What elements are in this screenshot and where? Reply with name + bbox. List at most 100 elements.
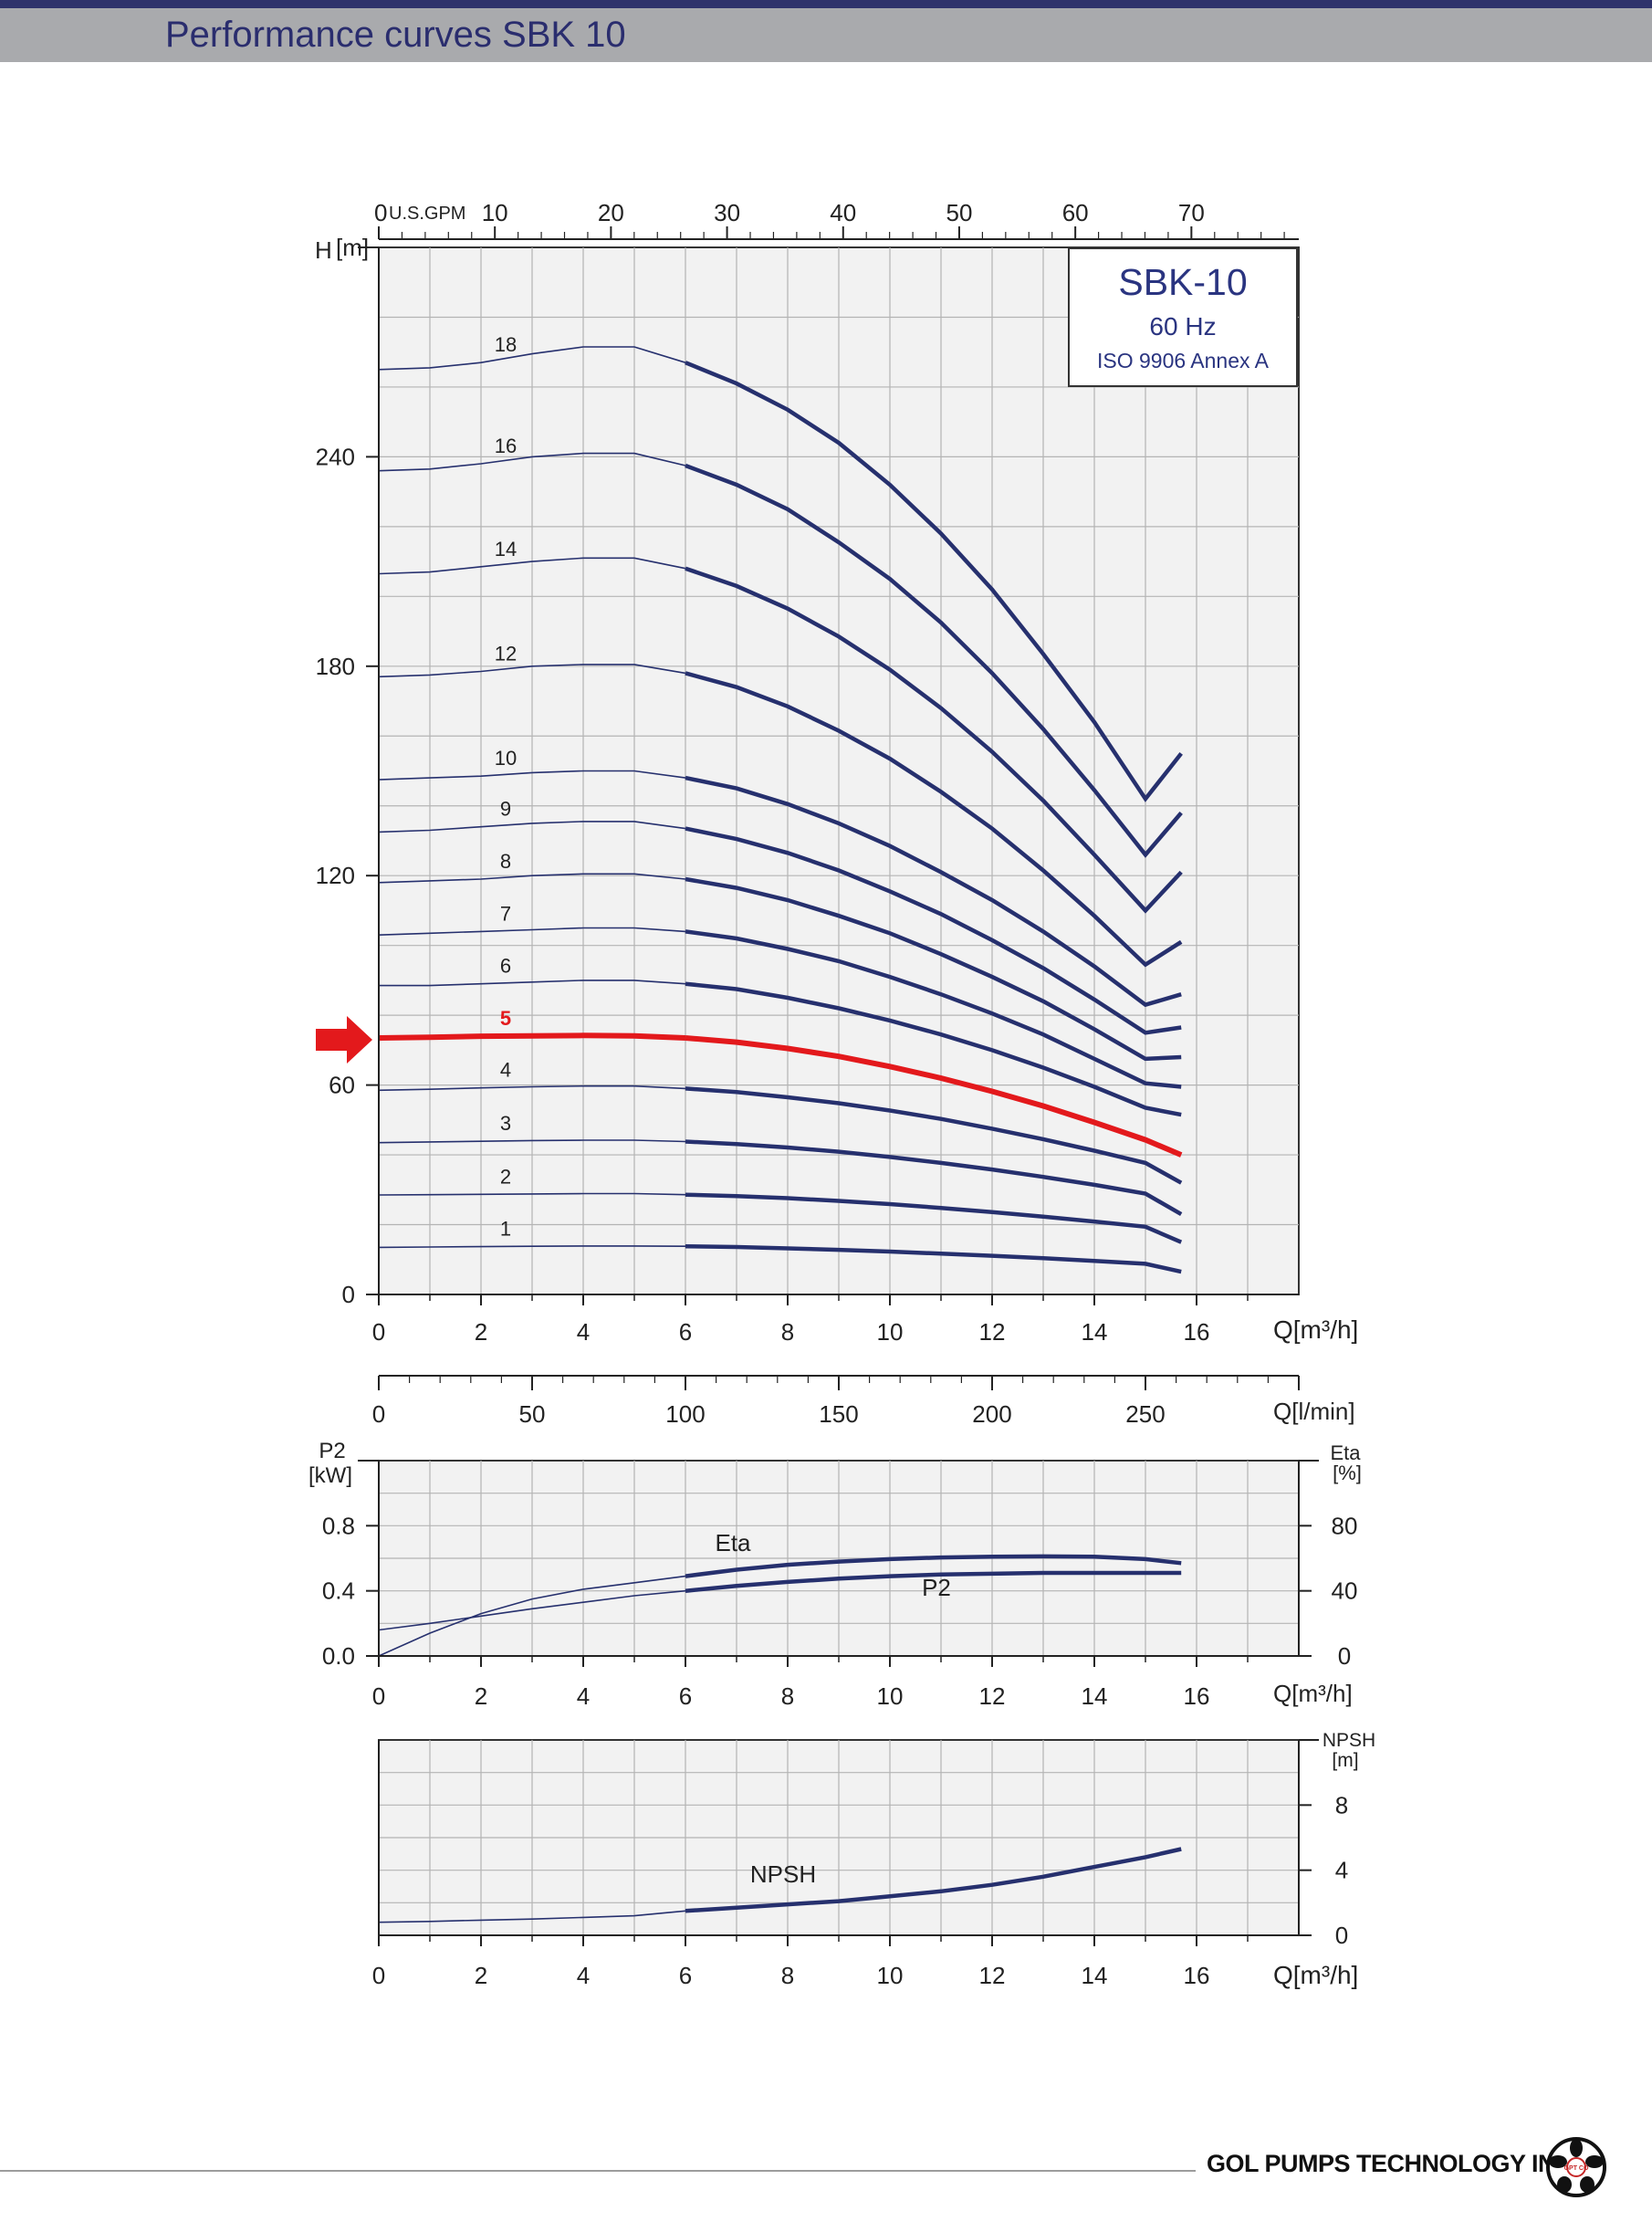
curve-npsh — [685, 1847, 1182, 1913]
logo-text: GPT CO — [1564, 2165, 1589, 2172]
head-curve-stage-10 — [685, 775, 1182, 1008]
head-curve-stage-6 — [685, 981, 1182, 1117]
x-tick-label: 0 — [372, 1962, 385, 1989]
lmin-tick-label: 250 — [1125, 1400, 1165, 1428]
y-tick-label: 0 — [342, 1281, 355, 1308]
x-tick-label: 12 — [979, 1682, 1006, 1710]
lmin-tick-label: 200 — [972, 1400, 1011, 1428]
head-curve-stage-7 — [685, 929, 1182, 1089]
p2-curve-label: P2 — [922, 1574, 951, 1601]
x-tick-label: 14 — [1082, 1962, 1108, 1989]
head-curve-stage-10-thin — [379, 770, 686, 781]
eta-tick-label: 0 — [1338, 1642, 1351, 1670]
stage-label: 14 — [495, 538, 517, 561]
head-curve-stage-8 — [685, 876, 1182, 1062]
y-tick-label: 120 — [316, 862, 355, 889]
head-curve-stage-4 — [685, 1086, 1183, 1185]
head-curve-stage-5 — [685, 1035, 1183, 1158]
eta-tick-label: 40 — [1332, 1577, 1358, 1605]
head-curve-stage-2-thin — [379, 1192, 686, 1196]
head-curve-stage-2 — [685, 1192, 1183, 1244]
x-tick-label: 16 — [1184, 1962, 1210, 1989]
head-curve-stage-9 — [685, 826, 1182, 1035]
gpm-tick-label: 0 — [374, 199, 387, 226]
lmin-tick-label: 0 — [372, 1400, 385, 1428]
stage-label: 10 — [495, 747, 517, 770]
stage-label: 2 — [500, 1165, 511, 1188]
y-tick-label: 240 — [316, 443, 355, 470]
p2-axis-label: P2 — [319, 1439, 345, 1463]
x-tick-label: 14 — [1082, 1682, 1108, 1710]
head-curve-stage-7-thin — [379, 927, 686, 936]
highlight-arrow-icon — [316, 1016, 372, 1064]
npsh-tick-label: 4 — [1335, 1857, 1348, 1884]
head-curve-stage-12-thin — [379, 664, 686, 678]
stage-label: 16 — [495, 435, 517, 457]
page-title: Performance curves SBK 10 — [165, 15, 626, 55]
curve-p2 — [685, 1570, 1182, 1593]
gpm-tick-label: 60 — [1062, 199, 1089, 226]
head-curve-stage-3 — [685, 1139, 1183, 1217]
stage-label: 4 — [500, 1059, 511, 1082]
npsh-axis-label: NPSH — [1323, 1730, 1375, 1751]
stage-label: 7 — [500, 902, 511, 925]
curve-eta — [685, 1554, 1182, 1578]
x-axis-label: Q[m³/h] — [1273, 1961, 1358, 1989]
head-curve-stage-3-thin — [379, 1139, 686, 1144]
legend-frequency: 60 Hz — [1149, 312, 1216, 341]
x-tick-label: 16 — [1184, 1318, 1210, 1346]
x-tick-label: 0 — [372, 1318, 385, 1346]
stage-label: 8 — [500, 850, 511, 873]
head-curve-stage-16-thin — [379, 452, 686, 472]
x-tick-label: 4 — [577, 1318, 590, 1346]
legend-standard: ISO 9906 Annex A — [1097, 349, 1270, 372]
stage-label: 3 — [500, 1112, 511, 1135]
x-tick-label: 12 — [979, 1318, 1006, 1346]
y-tick-label: 180 — [316, 653, 355, 680]
stage-5-arrow — [316, 1016, 372, 1064]
gpm-tick-label: 20 — [598, 199, 624, 226]
head-curve-stage-4-thin — [379, 1085, 686, 1092]
curve-eta-thin — [379, 1575, 686, 1656]
head-curve-stage-14-thin — [379, 557, 686, 575]
x-tick-label: 4 — [577, 1682, 590, 1710]
x-tick-label: 2 — [475, 1962, 487, 1989]
stage-label: 9 — [500, 798, 511, 821]
head-curve-stage-5-thin — [379, 1032, 686, 1041]
curve-npsh-thin — [379, 1910, 686, 1923]
lmin-axis-label: Q[l/min] — [1273, 1398, 1355, 1425]
legend-model: SBK-10 — [1118, 261, 1247, 303]
gpm-tick-label: 70 — [1178, 199, 1205, 226]
x-tick-label: 8 — [781, 1962, 794, 1989]
header-accent-bar — [0, 0, 1652, 8]
head-curve-stage-18 — [685, 361, 1183, 802]
npsh-tick-label: 0 — [1335, 1922, 1348, 1949]
x-tick-label: 2 — [475, 1318, 487, 1346]
gpm-tick-label: 10 — [482, 199, 508, 226]
gpm-tick-label: 40 — [830, 199, 856, 226]
head-curve-stage-9-thin — [379, 821, 686, 833]
p2-tick-label: 0.0 — [322, 1642, 355, 1670]
eta-axis-label: Eta — [1330, 1441, 1361, 1464]
x-tick-label: 10 — [877, 1318, 904, 1346]
curve-p2-thin — [379, 1589, 686, 1631]
x-tick-label: 2 — [475, 1682, 487, 1710]
gpm-unit-label: U.S.GPM — [389, 204, 465, 224]
eta-tick-label: 80 — [1332, 1512, 1358, 1539]
x-tick-label: 8 — [781, 1682, 794, 1710]
x-tick-label: 6 — [679, 1318, 692, 1346]
head-curve-stage-8-thin — [379, 873, 686, 884]
p2-axis-unit: [kW] — [308, 1463, 352, 1488]
npsh-curves: NPSH — [379, 1847, 1182, 1923]
stage-label: 12 — [495, 643, 517, 665]
npsh-curve-label: NPSH — [750, 1860, 816, 1888]
footer-divider — [0, 2170, 1196, 2172]
npsh-tick-label: 8 — [1335, 1791, 1348, 1818]
eta-axis-unit: [%] — [1333, 1462, 1362, 1484]
header-bar — [0, 8, 1652, 62]
gpm-tick-label: 30 — [714, 199, 740, 226]
x-tick-label: 6 — [679, 1962, 692, 1989]
